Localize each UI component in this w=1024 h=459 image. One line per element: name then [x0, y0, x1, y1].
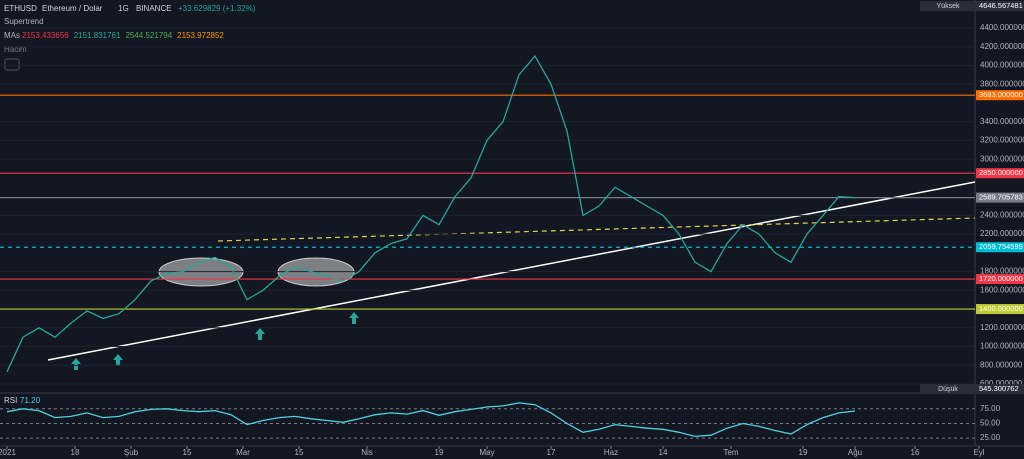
extreme-badge: [920, 1, 1024, 11]
y-tick-label: 4400.000000: [980, 23, 1024, 32]
arrow-up: [255, 328, 265, 340]
ma-value: 2544.521794: [125, 31, 172, 40]
level-label: 1400.000000: [979, 304, 1023, 313]
level-label: 2589.705783: [979, 193, 1023, 202]
extreme-value: 545.300762: [979, 384, 1019, 393]
x-tick-label: 2021: [0, 448, 16, 457]
y-tick-label: 3800.000000: [980, 79, 1024, 88]
legend-header: ETHUSD Ethereum / Dolar 1G BINANCE +33.6…: [4, 4, 256, 71]
y-tick-label: 600.000000: [980, 379, 1023, 388]
level-badge: [976, 192, 1024, 203]
y-tick-label: 3400.000000: [980, 117, 1024, 126]
y-tick-label: 2200.000000: [980, 229, 1024, 238]
y-tick-label: 2400.000000: [980, 210, 1024, 219]
x-tick-label: Eyl: [973, 448, 984, 457]
level-label: 1720.000000: [979, 274, 1023, 283]
extreme-value: 4646.567481: [979, 1, 1023, 10]
change: +33.629829 (+1.32%): [178, 4, 256, 13]
y-tick-label: 1200.000000: [980, 323, 1024, 332]
symbol-name: Ethereum / Dolar: [42, 4, 103, 13]
x-tick-label: Nis: [361, 448, 373, 457]
y-tick-label: 4000.000000: [980, 61, 1024, 70]
ma-value: 2153.433656: [22, 31, 69, 40]
level-badge: [976, 168, 1024, 179]
y-tick-label: 1000.000000: [980, 342, 1024, 351]
arrows: [71, 312, 359, 370]
level-label: 2850.000000: [979, 168, 1023, 177]
rsi-line: [6, 402, 856, 438]
dashed-trend-line: [217, 217, 976, 242]
level-label: 3683.000000: [979, 90, 1023, 99]
y-tick-label: 3200.000000: [980, 136, 1024, 145]
ma-value: 2153.972852: [177, 31, 224, 40]
extreme-badge: [920, 384, 1024, 394]
x-tick-label: 19: [435, 448, 444, 457]
y-tick-label: 3000.000000: [980, 154, 1024, 163]
x-tick-label: Mar: [236, 448, 250, 457]
level-badge: [976, 274, 1024, 285]
level-label: 2059.754599: [979, 242, 1023, 251]
x-tick-label: Şub: [124, 448, 139, 457]
rsi-value: 71.20: [20, 396, 41, 405]
x-tick-label: 18: [71, 448, 80, 457]
arrow-up: [71, 358, 81, 370]
interval: 1G: [118, 4, 129, 13]
exchange: BINANCE: [136, 4, 172, 13]
x-tick-label: 17: [547, 448, 556, 457]
x-tick-label: 15: [295, 448, 304, 457]
collapse-button[interactable]: [4, 58, 20, 71]
rsi-tick-label: 25.00: [980, 433, 1001, 442]
rsi-label: RSI: [4, 396, 17, 405]
symbol: ETHUSD: [4, 4, 37, 13]
extreme-name: Yüksek: [937, 3, 960, 10]
level-badge: [976, 242, 1024, 253]
arrow-up: [113, 354, 123, 366]
y-tick-label: 1800.000000: [980, 267, 1024, 276]
y-tick-label: 800.000000: [980, 360, 1023, 369]
x-tick-label: 15: [183, 448, 192, 457]
indicator: MAs: [4, 31, 20, 40]
x-tick-label: 16: [911, 448, 920, 457]
x-tick-label: Tem: [723, 448, 738, 457]
level-badge: [976, 304, 1024, 315]
x-tick-label: 19: [799, 448, 808, 457]
arrow-up: [349, 312, 359, 324]
x-tick-label: Haz: [604, 448, 618, 457]
x-tick-label: 14: [659, 448, 668, 457]
trend-line: [47, 181, 976, 361]
rsi-tick-label: 50.00: [980, 419, 1001, 428]
indicator: Supertrend: [4, 17, 44, 26]
level-badge: [976, 90, 1024, 101]
indicator: Hacim: [4, 45, 27, 54]
rsi-tick-label: 75.00: [980, 404, 1001, 413]
ma-value: 2151.831761: [74, 31, 121, 40]
price-line: [6, 54, 856, 373]
x-tick-label: Ağu: [848, 448, 862, 457]
y-tick-label: 1600.000000: [980, 285, 1024, 294]
x-tick-label: May: [479, 448, 494, 457]
y-tick-label: 4200.000000: [980, 42, 1024, 51]
extreme-name: Düşük: [938, 386, 958, 393]
